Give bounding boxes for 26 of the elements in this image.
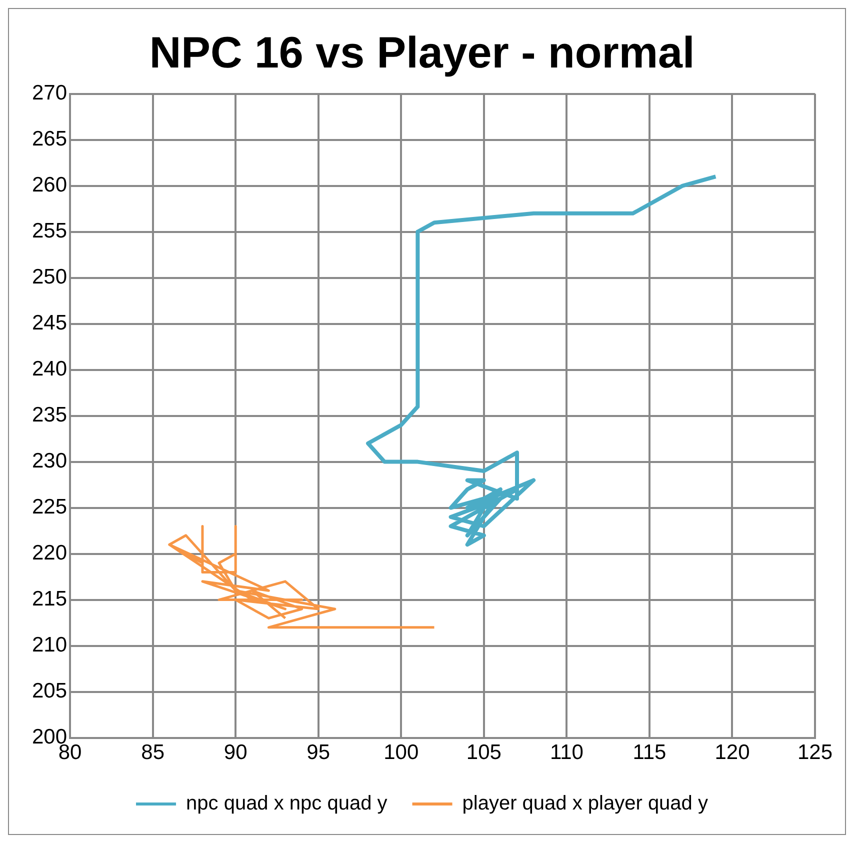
y-tick-label: 245 xyxy=(32,312,68,335)
y-tick-label: 230 xyxy=(32,450,68,473)
y-tick-label: 250 xyxy=(32,266,68,289)
y-tick-label: 270 xyxy=(32,82,68,105)
x-tick-label: 95 xyxy=(306,741,330,764)
y-tick-label: 265 xyxy=(32,128,68,151)
x-tick-label: 90 xyxy=(224,741,248,764)
x-tick-label: 110 xyxy=(550,741,584,764)
y-tick-label: 225 xyxy=(32,496,68,519)
y-tick-label: 215 xyxy=(32,588,68,611)
x-tick-label: 115 xyxy=(632,741,666,764)
x-tick-label: 125 xyxy=(797,741,833,764)
y-tick-label: 240 xyxy=(32,358,68,381)
x-tick-label: 100 xyxy=(384,741,419,764)
x-tick-label: 120 xyxy=(714,741,750,764)
y-tick-label: 220 xyxy=(32,542,68,565)
y-tick-label: 260 xyxy=(32,174,68,197)
y-tick-label: 205 xyxy=(32,680,68,703)
chart-title: NPC 16 vs Player - normal xyxy=(149,28,695,78)
x-tick-label: 105 xyxy=(466,741,502,764)
y-tick-label: 255 xyxy=(32,220,68,243)
legend-label: npc quad x npc quad y xyxy=(186,792,388,815)
x-tick-label: 85 xyxy=(141,741,164,764)
y-tick-label: 235 xyxy=(32,404,68,427)
legend-label: player quad x player quad y xyxy=(462,792,708,815)
y-tick-label: 210 xyxy=(32,634,68,657)
